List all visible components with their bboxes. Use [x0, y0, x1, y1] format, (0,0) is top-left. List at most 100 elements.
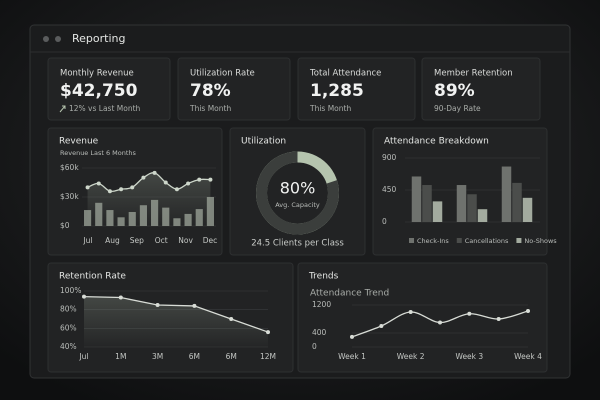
donut-value: 80%: [280, 179, 316, 198]
donut-arc: [256, 151, 339, 235]
line-point: [141, 175, 146, 180]
line-area: [84, 296, 268, 347]
y-tick-label: 400: [312, 328, 327, 337]
y-tick-label: 100%: [60, 286, 81, 295]
y-tick-label: 450: [382, 185, 397, 194]
chart-title: Revenue: [59, 137, 99, 147]
line-point: [155, 303, 160, 307]
kpi-card: [297, 57, 416, 121]
line-point: [496, 317, 501, 321]
chart-title: Trends: [308, 272, 339, 282]
window-dot[interactable]: [55, 36, 61, 42]
y-tick-label: $0: [60, 221, 70, 230]
line-point: [186, 181, 191, 186]
line-point: [379, 324, 384, 328]
y-tick-label: 0: [382, 217, 387, 226]
kpi-value: 78%: [190, 81, 231, 101]
line-point: [82, 294, 86, 299]
x-tick-label: Week 2: [397, 352, 425, 361]
y-tick-label: $30k: [60, 192, 79, 201]
window-dot[interactable]: [43, 36, 49, 42]
kpi-note: This Month: [309, 104, 351, 113]
x-tick-label: Jul: [78, 352, 88, 361]
chart-title: Attendance Breakdown: [384, 137, 489, 147]
y-tick-label: 60%: [60, 323, 77, 332]
x-tick-label: Nov: [178, 236, 193, 245]
line-point: [96, 181, 101, 186]
x-tick-label: 3M: [152, 352, 163, 361]
line-point: [350, 334, 354, 339]
line-point: [526, 308, 530, 313]
bar: [467, 194, 477, 222]
x-tick-label: 12M: [260, 352, 276, 361]
line-point: [163, 180, 168, 185]
line-point: [208, 177, 213, 182]
y-tick-label: 80%: [60, 305, 77, 314]
y-tick-label: 900: [382, 153, 397, 162]
y-tick-label: 0: [312, 342, 317, 351]
kpi-label: Member Retention: [434, 69, 513, 79]
bar: [422, 185, 432, 222]
chart-title: Retention Rate: [59, 272, 126, 282]
kpi-value: 1,285: [310, 81, 364, 101]
x-tick-label: Dec: [203, 236, 218, 245]
kpi-value: 89%: [434, 81, 475, 101]
bar: [432, 201, 443, 222]
window-title: Reporting: [72, 32, 125, 45]
kpi-label: Total Attendance: [309, 69, 381, 79]
chart-title: Utilization: [241, 137, 286, 147]
x-tick-label: Jul: [82, 236, 92, 245]
kpi-card: [421, 57, 541, 121]
line-point: [85, 185, 90, 190]
bar: [522, 197, 533, 222]
x-tick-label: Week 3: [455, 352, 483, 361]
line-point: [192, 303, 197, 308]
x-tick-label: Oct: [155, 236, 168, 245]
x-tick-label: Week 1: [338, 352, 366, 361]
chart-subtitle: Revenue Last 6 Months: [60, 149, 137, 157]
kpi-value: $42,750: [60, 81, 138, 101]
bar: [512, 182, 522, 222]
legend-label: Cancellations: [465, 237, 509, 245]
x-tick-label: 6M: [226, 352, 237, 361]
legend-label: No-Shows: [524, 237, 557, 245]
kpi-note: 90-Day Rate: [434, 104, 481, 113]
chart-card: [229, 127, 366, 256]
line-point: [438, 320, 442, 325]
line-point: [229, 317, 234, 321]
x-tick-label: 6M: [189, 352, 200, 361]
kpi-note: This Month: [189, 104, 231, 113]
line-point: [174, 187, 179, 192]
x-tick-label: 1M: [115, 352, 126, 361]
legend-swatch: [456, 238, 462, 243]
y-tick-label: 40%: [60, 342, 77, 351]
line-point: [152, 170, 157, 175]
bar: [456, 185, 467, 222]
line-point: [408, 310, 413, 314]
kpi-card: [47, 57, 171, 121]
line-point: [467, 311, 472, 316]
legend-swatch: [409, 238, 414, 243]
line: [83, 295, 269, 333]
line-point: [119, 187, 124, 192]
y-tick-label: 1200: [312, 300, 331, 309]
legend-label: Check-Ins: [417, 237, 449, 245]
donut-caption: Avg. Capacity: [275, 201, 320, 209]
kpi-note: 12% vs Last Month: [69, 104, 141, 113]
chart-subtitle: Attendance Trend: [310, 289, 389, 299]
line-point: [197, 177, 202, 182]
kpi-card: [177, 57, 291, 121]
line-point: [266, 330, 270, 335]
y-tick-label: $60k: [60, 163, 79, 172]
chart-card: [297, 262, 548, 373]
line-point: [118, 295, 123, 300]
trend-up-icon: [59, 105, 66, 113]
bar: [411, 176, 422, 222]
bar: [477, 209, 488, 222]
line-area: [87, 172, 211, 226]
donut-footer: 24.5 Clients per Class: [251, 239, 344, 249]
line-point: [130, 185, 135, 190]
x-tick-label: Sep: [130, 236, 144, 245]
